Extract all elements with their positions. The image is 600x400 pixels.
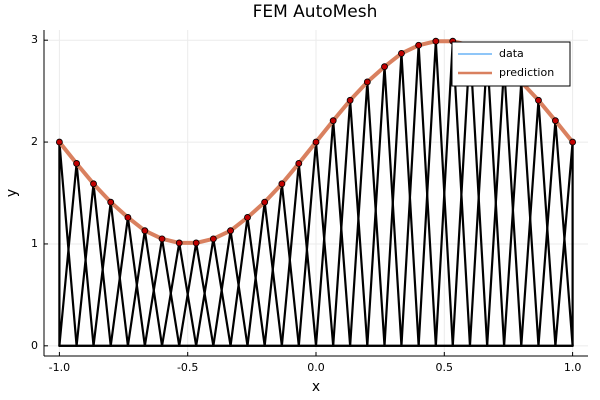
mesh-element	[178, 241, 215, 347]
node-marker	[363, 78, 371, 86]
node-marker	[55, 138, 63, 146]
node-marker	[192, 239, 200, 247]
legend-label: prediction	[499, 66, 554, 79]
mesh-element	[554, 140, 574, 347]
node-marker	[227, 227, 234, 235]
node-marker	[398, 50, 405, 57]
mesh-element	[400, 44, 437, 347]
mesh-element	[332, 99, 369, 347]
node-marker	[312, 138, 320, 146]
node-marker	[552, 117, 559, 125]
y-tick-label: 2	[31, 135, 38, 148]
x-tick-label: 0.0	[307, 361, 325, 374]
mesh-element	[502, 80, 540, 347]
mesh-element	[451, 44, 489, 347]
legend-label: data	[499, 47, 524, 60]
mesh-element	[383, 52, 420, 347]
mesh-element	[468, 52, 506, 347]
x-tick-label: -1.0	[49, 361, 70, 374]
x-axis-label: x	[312, 379, 320, 395]
mesh-element	[314, 119, 352, 347]
node-marker	[73, 160, 80, 167]
node-marker	[278, 180, 286, 188]
mesh-element	[366, 65, 403, 347]
mesh-element	[434, 40, 472, 347]
node-marker	[569, 138, 577, 146]
node-marker	[329, 117, 337, 125]
node-marker	[432, 37, 440, 45]
mesh-element	[417, 40, 454, 347]
node-marker	[209, 235, 217, 243]
x-tick-label: 1.0	[564, 361, 582, 374]
node-marker	[141, 227, 149, 235]
node-marker	[346, 96, 354, 104]
mesh-element	[143, 237, 181, 347]
mesh-element	[160, 241, 198, 347]
y-tick-label: 0	[31, 339, 38, 352]
mesh-element	[349, 80, 386, 347]
mesh-element	[195, 237, 232, 347]
chart-title: FEM AutoMesh	[253, 2, 378, 22]
node-marker	[295, 160, 303, 167]
mesh-element	[537, 119, 574, 347]
node-marker	[124, 214, 132, 221]
node-marker	[261, 198, 269, 206]
node-marker	[175, 239, 183, 247]
mesh-element	[520, 99, 557, 347]
node-marker	[244, 214, 251, 221]
node-marker	[415, 41, 423, 49]
node-marker	[107, 198, 115, 206]
y-axis-label: y	[4, 189, 20, 197]
y-tick-label: 3	[31, 33, 38, 46]
x-tick-label: -0.5	[177, 361, 198, 374]
y-tick-label: 1	[31, 237, 38, 250]
mesh-element	[486, 65, 523, 347]
x-tick-label: 0.5	[436, 361, 454, 374]
node-marker	[158, 235, 166, 243]
node-marker	[535, 96, 542, 104]
node-marker	[381, 63, 388, 71]
legend-box	[451, 41, 571, 87]
node-marker	[90, 180, 97, 188]
